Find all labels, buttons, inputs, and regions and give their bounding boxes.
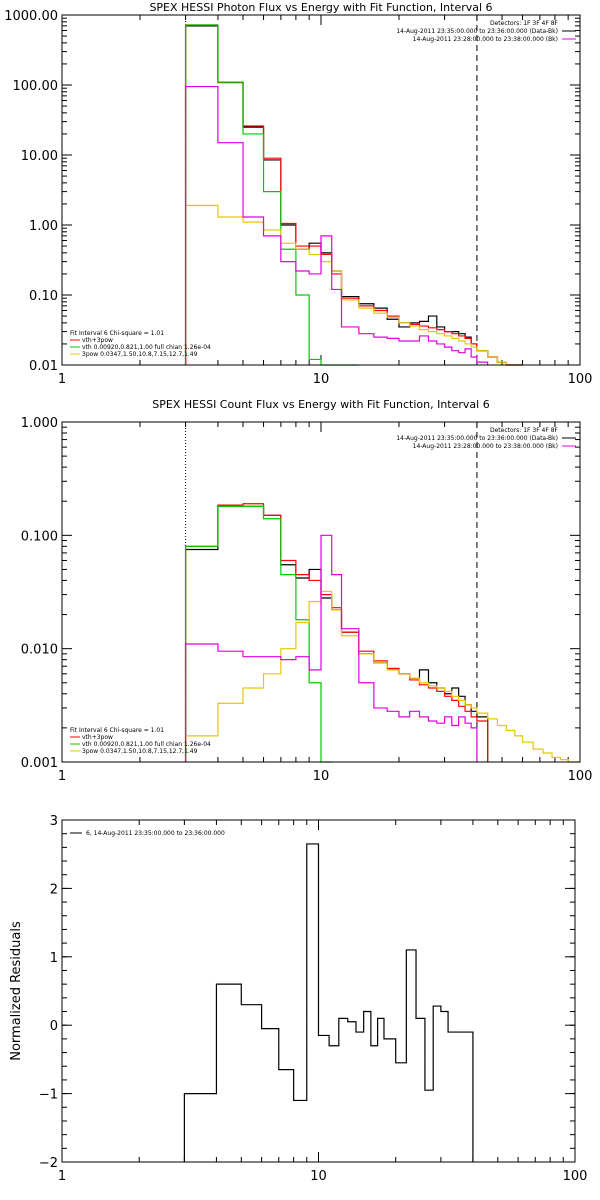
plot-frame — [61, 819, 576, 1163]
y-tick-label: 0.10 — [29, 289, 58, 304]
y-tick-label: 1000.00 — [4, 9, 58, 24]
plot-frame — [61, 421, 581, 763]
legend-entry: Fit Interval 6 Chi-square = 1.01 — [70, 330, 164, 337]
series-0-line — [184, 25, 523, 366]
y-tick-label: 1.000 — [21, 416, 58, 431]
y-tick-label: 0.100 — [21, 529, 58, 544]
chart-title: SPEX HESSI Count Flux vs Energy with Fit… — [152, 398, 489, 411]
chart-panel-1: SPEX HESSI Photon Flux vs Energy with Fi… — [4, 1, 592, 387]
legend-entry: 14-Aug-2011 23:28:00.000 to 23:38:00.000… — [413, 36, 558, 43]
legend-entry: Fit Interval 6 Chi-square = 1.01 — [70, 727, 164, 734]
x-tick-label: 1 — [58, 1169, 66, 1184]
x-tick-label: 10 — [310, 1169, 327, 1184]
legend-entry: vth+3pow — [82, 734, 113, 741]
legend-entry: 14-Aug-2011 23:35:00.000 to 23:36:00.000… — [396, 28, 558, 35]
y-tick-label: 1.00 — [29, 219, 58, 234]
y-tick-label: −2 — [39, 1156, 58, 1171]
series-0-line — [183, 843, 474, 1162]
legend-entry: Detectors: 1F 3F 4F 8F — [490, 427, 559, 434]
series-4-line — [184, 85, 489, 365]
x-tick-label: 1 — [58, 372, 66, 387]
chart-title: SPEX HESSI Photon Flux vs Energy with Fi… — [149, 1, 492, 14]
series-4-line — [184, 534, 478, 762]
series-2-line — [184, 505, 332, 763]
legend-entry: 14-Aug-2011 23:28:00.000 to 23:38:00.000… — [413, 443, 558, 450]
y-tick-label: −1 — [39, 1088, 58, 1103]
legend-entry: 14-Aug-2011 23:35:00.000 to 23:36:00.000… — [396, 435, 558, 442]
x-tick-label: 100 — [568, 769, 593, 784]
x-tick-label: 10 — [313, 372, 330, 387]
y-tick-label: 10.00 — [21, 149, 58, 164]
y-tick-label: 1 — [50, 951, 58, 966]
x-tick-label: 10 — [313, 769, 330, 784]
y-axis-label: Normalized Residuals — [9, 921, 24, 1061]
legend-entry: Detectors: 1F 3F 4F 8F — [490, 20, 559, 27]
x-tick-label: 100 — [563, 1169, 588, 1184]
legend-entry: vth 0.00920,0.821,1.00 full chian 1.26e-… — [82, 741, 211, 748]
series-1-line — [184, 24, 523, 366]
chart-panel-2: SPEX HESSI Count Flux vs Energy with Fit… — [21, 398, 593, 784]
legend-entry: 3pow 0.0347,1.50,10.8,7.15,12.7,1.49 — [82, 351, 198, 358]
series-3-line — [184, 204, 523, 366]
y-tick-label: 0.010 — [21, 643, 58, 658]
x-tick-label: 100 — [568, 372, 593, 387]
legend-entry: 3pow 0.0347,1.50,10.8,7.15,12.7,1.49 — [82, 748, 198, 755]
plot-frame — [61, 14, 581, 366]
legend-entry: vth 0.00920,0.821,1.00 full chian 1.26e-… — [82, 344, 211, 351]
y-tick-label: 100.00 — [13, 79, 59, 94]
x-tick-label: 1 — [58, 769, 66, 784]
y-tick-label: 0.001 — [21, 756, 58, 771]
series-3-line — [184, 590, 580, 763]
y-tick-label: 3 — [50, 814, 58, 829]
legend-entry: vth+3pow — [82, 337, 113, 344]
y-tick-label: 2 — [50, 882, 58, 897]
chart-panel-3: Normalized Residuals 1 10 100 −2 −1 0 1 2 3 6, 14-… — [9, 814, 587, 1184]
y-tick-label: 0 — [50, 1019, 58, 1034]
y-tick-label: 0.01 — [29, 359, 58, 374]
legend-entry: 6, 14-Aug-2011 23:35:00.000 to 23:36:00.… — [86, 830, 225, 837]
series-2-line — [184, 24, 359, 366]
